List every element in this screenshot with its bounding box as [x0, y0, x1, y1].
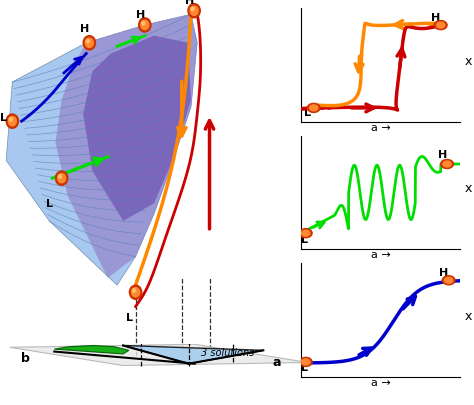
Circle shape	[188, 4, 200, 18]
Circle shape	[83, 36, 96, 50]
Circle shape	[437, 22, 445, 28]
Circle shape	[138, 18, 151, 32]
Circle shape	[300, 357, 312, 367]
Text: b: b	[21, 352, 30, 365]
Circle shape	[434, 21, 447, 30]
Text: H: H	[438, 150, 447, 160]
Circle shape	[58, 174, 65, 183]
Circle shape	[301, 359, 310, 365]
Circle shape	[9, 117, 16, 126]
Circle shape	[59, 175, 62, 178]
X-axis label: a →: a →	[371, 250, 390, 260]
Text: L: L	[304, 108, 311, 118]
Polygon shape	[6, 14, 197, 285]
Polygon shape	[83, 36, 191, 221]
Text: x: x	[465, 310, 472, 323]
Polygon shape	[123, 345, 264, 364]
Text: 3 solutions: 3 solutions	[201, 348, 254, 358]
Circle shape	[307, 103, 320, 113]
Text: H: H	[439, 268, 448, 278]
Circle shape	[86, 39, 89, 43]
Polygon shape	[54, 345, 129, 354]
Circle shape	[301, 230, 310, 236]
X-axis label: a →: a →	[371, 378, 390, 388]
Circle shape	[442, 276, 455, 285]
Circle shape	[9, 117, 12, 121]
Polygon shape	[9, 344, 308, 365]
Text: x: x	[465, 182, 472, 195]
Text: L: L	[301, 363, 308, 373]
Text: H: H	[185, 0, 194, 6]
Text: L: L	[46, 199, 53, 209]
Text: H: H	[136, 10, 145, 20]
Text: L: L	[0, 113, 7, 123]
Circle shape	[190, 6, 198, 15]
Circle shape	[142, 21, 145, 25]
Text: a: a	[272, 356, 281, 369]
Text: H: H	[80, 24, 90, 34]
Circle shape	[191, 7, 194, 11]
Circle shape	[6, 114, 18, 128]
Circle shape	[445, 277, 453, 283]
Circle shape	[132, 289, 136, 292]
Polygon shape	[55, 14, 197, 278]
Text: H: H	[431, 13, 440, 23]
Text: L: L	[126, 313, 133, 323]
X-axis label: a →: a →	[371, 123, 390, 133]
Circle shape	[55, 171, 68, 185]
Circle shape	[310, 105, 318, 111]
Circle shape	[141, 20, 149, 30]
Circle shape	[85, 38, 93, 47]
Circle shape	[300, 229, 312, 238]
Circle shape	[129, 285, 142, 299]
Text: x: x	[465, 55, 472, 68]
Circle shape	[443, 161, 451, 167]
Circle shape	[441, 160, 454, 168]
Circle shape	[132, 288, 139, 297]
Text: L: L	[301, 235, 308, 245]
